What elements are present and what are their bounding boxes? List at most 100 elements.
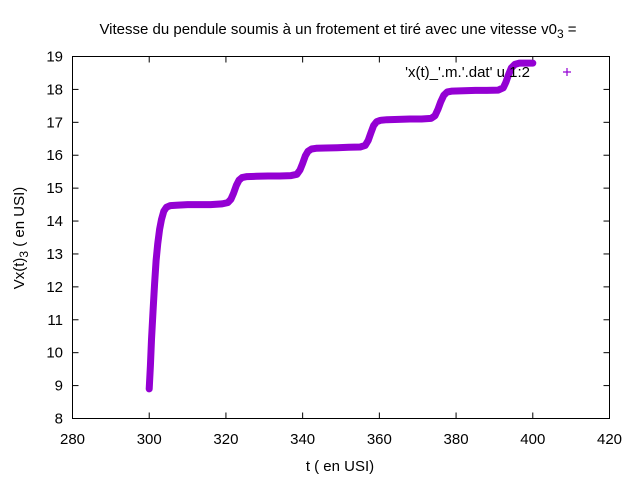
data-point — [302, 152, 309, 159]
x-tick-label: 420 — [597, 431, 622, 448]
chart-title-suffix: = — [564, 21, 577, 38]
chart-title: Vitesse du pendule soumis à un frotement… — [99, 21, 576, 41]
data-point — [449, 88, 456, 95]
data-point — [184, 201, 191, 208]
legend-marker — [563, 68, 571, 76]
data-point — [516, 60, 523, 67]
data-point — [444, 89, 451, 96]
x-tick-label: 360 — [367, 431, 392, 448]
data-point — [146, 385, 153, 392]
y-axis-label: Vx(t)3 ( en USI) — [11, 187, 31, 290]
y-tick-label: 14 — [46, 213, 63, 230]
data-point — [227, 196, 234, 203]
data-point — [529, 60, 536, 67]
data-point — [293, 171, 300, 178]
data-point — [505, 71, 512, 78]
data-point — [511, 61, 518, 68]
y-tick-label: 16 — [46, 147, 63, 164]
data-point — [276, 172, 283, 179]
data-point — [435, 106, 442, 113]
data-point — [362, 142, 369, 149]
data-point — [167, 202, 174, 209]
x-axis: 280 300 320 340 360 380 400 420 — [60, 56, 622, 448]
data-point — [308, 145, 315, 152]
y-axis-label-suffix: ( en USI) — [11, 187, 28, 251]
data-point — [377, 117, 384, 124]
data-point — [147, 362, 154, 369]
data-point — [440, 92, 447, 99]
data-point — [407, 116, 414, 123]
data-point — [395, 116, 402, 123]
data-point — [370, 122, 377, 129]
series-layer — [145, 59, 537, 393]
data-point — [437, 98, 444, 105]
data-point — [207, 201, 214, 208]
y-axis-label-subscript: 3 — [17, 251, 31, 258]
x-tick-label: 280 — [60, 431, 85, 448]
x-tick-label: 340 — [290, 431, 315, 448]
data-point — [230, 190, 237, 197]
data-point — [253, 173, 260, 180]
y-tick-label: 11 — [47, 312, 63, 329]
data-point — [365, 137, 372, 144]
legend-label: 'x(t)_'.m.'.dat' u 1:2 — [405, 64, 530, 81]
chart-title-subscript: 3 — [557, 27, 564, 41]
data-point — [296, 167, 303, 174]
y-axis: 8 9 10 11 12 13 14 15 16 17 18 19 — [46, 49, 610, 428]
data-point — [153, 257, 160, 264]
data-point — [367, 129, 374, 136]
data-point — [151, 280, 158, 287]
data-point — [160, 208, 167, 215]
data-point — [150, 306, 157, 313]
data-point — [522, 60, 529, 67]
data-point — [345, 144, 352, 151]
x-tick-label: 380 — [444, 431, 469, 448]
data-point — [431, 112, 438, 119]
y-axis-label-main: Vx(t) — [11, 258, 28, 290]
data-point — [483, 87, 490, 94]
data-point — [148, 336, 155, 343]
data-point — [224, 199, 231, 206]
data-point — [418, 116, 425, 123]
data-point — [305, 148, 312, 155]
y-tick-label: 10 — [46, 345, 63, 362]
data-point — [313, 145, 320, 152]
y-tick-label: 9 — [55, 378, 63, 395]
chart-title-main: Vitesse du pendule soumis à un frotement… — [99, 21, 557, 38]
y-tick-label: 15 — [46, 180, 63, 197]
y-tick-label: 17 — [46, 114, 63, 131]
data-point — [244, 173, 251, 180]
data-point — [460, 87, 467, 94]
data-point — [163, 204, 170, 211]
data-point — [428, 115, 435, 122]
data-point — [508, 65, 515, 72]
x-tick-label: 400 — [520, 431, 545, 448]
plot-frame — [72, 56, 610, 419]
data-point — [265, 172, 272, 179]
data-point — [154, 241, 161, 248]
data-point — [322, 144, 329, 151]
series-line — [145, 59, 537, 393]
y-tick-label: 13 — [46, 246, 63, 263]
data-point — [384, 116, 391, 123]
data-point — [156, 226, 163, 233]
legend-plus-marker — [563, 68, 571, 76]
y-tick-label: 8 — [55, 411, 63, 428]
x-tick-label: 300 — [137, 431, 162, 448]
data-point — [239, 174, 246, 181]
data-point — [288, 172, 295, 179]
data-point — [235, 177, 242, 184]
y-tick-label: 18 — [46, 81, 63, 98]
data-point — [500, 84, 507, 91]
data-point — [373, 118, 380, 125]
data-point — [299, 160, 306, 167]
data-point — [472, 87, 479, 94]
x-axis-label: t ( en USI) — [306, 458, 374, 475]
data-point — [357, 144, 364, 150]
x-tick-label: 320 — [213, 431, 238, 448]
data-point — [334, 144, 341, 151]
svg-text:Vitesse du pendule soumis à un: Vitesse du pendule soumis à un frotement… — [99, 21, 576, 41]
data-point — [158, 216, 165, 223]
data-point — [219, 200, 226, 207]
